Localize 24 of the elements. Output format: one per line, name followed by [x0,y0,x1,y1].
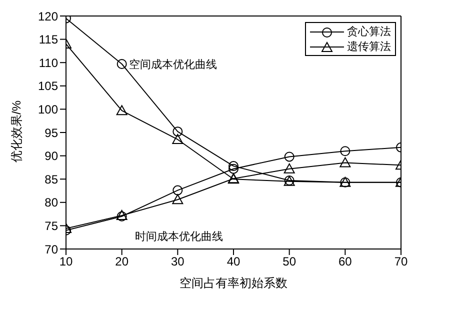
y-tick-label: 95 [44,126,58,140]
x-tick-label: 60 [338,254,352,269]
y-axis-title: 优化效果/% [9,100,24,162]
x-tick-label: 70 [394,254,408,269]
x-tick-label: 50 [282,254,296,269]
annotation: 空间成本优化曲线 [128,58,217,71]
legend-label: 贪心算法 [347,24,391,39]
y-tick-label: 120 [38,9,58,24]
y-tick-label: 110 [38,56,58,70]
y-tick-label: 115 [38,32,58,47]
y-tick-label: 80 [44,196,58,210]
y-tick-label: 90 [44,149,58,164]
y-tick-label: 105 [38,79,58,94]
legend-label: 遗传算法 [347,40,391,54]
x-tick-label: 30 [170,254,185,269]
x-tick-label: 20 [115,254,129,269]
y-tick-label: 100 [38,102,58,116]
x-tick-label: 10 [59,254,73,269]
x-axis-title: 空间占有率初始系数 [180,276,288,290]
y-tick-label: 75 [44,218,58,233]
annotation: 时间成本优化曲线 [135,229,223,244]
x-tick-label: 40 [226,254,240,269]
y-tick-label: 70 [44,242,58,256]
y-tick-label: 85 [44,172,58,186]
